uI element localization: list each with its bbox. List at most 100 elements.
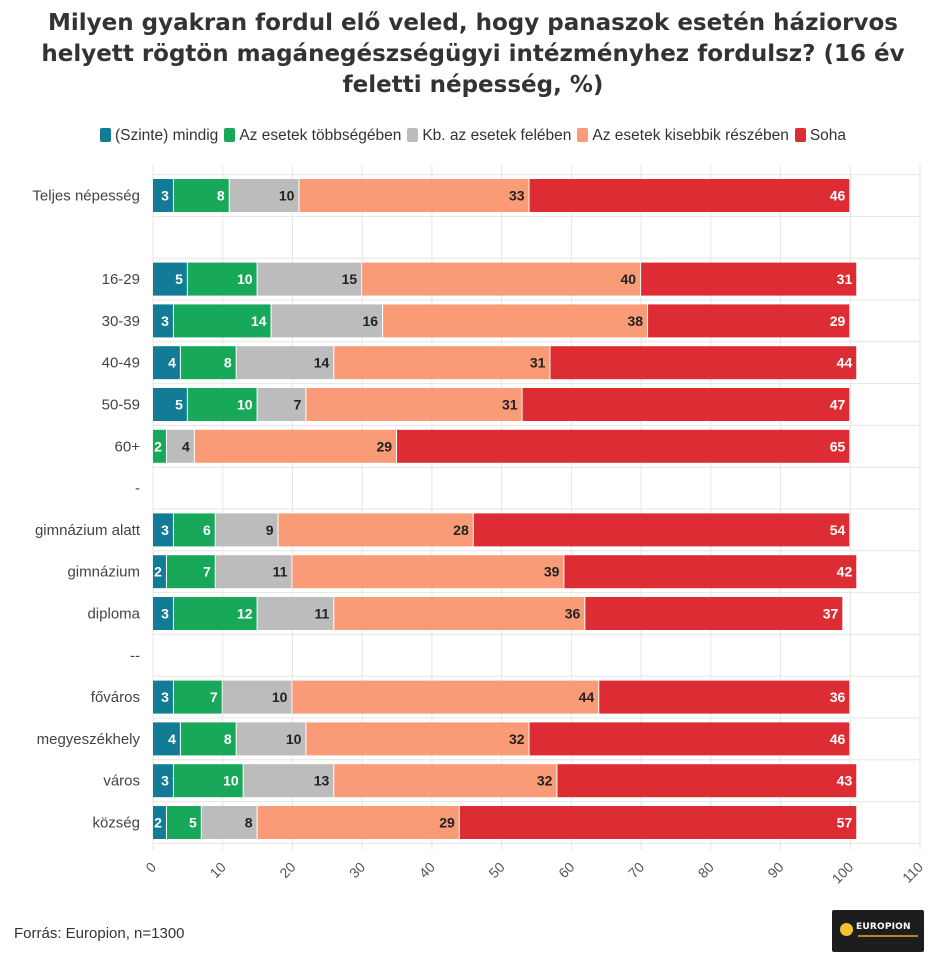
x-tick-label: 100 [829,859,857,887]
bar-segment [236,346,334,380]
bar-segment [187,388,257,421]
category-label: Teljes népesség [32,188,140,205]
category-label: község [92,815,140,832]
data-label: 3 [161,773,169,789]
data-label: 11 [314,606,329,622]
data-label: 7 [210,689,218,705]
bar-segment [180,722,236,756]
bar-segment [292,680,599,714]
x-tick-label: 0 [142,859,159,876]
data-label: 14 [314,355,330,371]
bar-segment [153,806,166,839]
legend-label: (Szinte) mindig [114,127,219,144]
data-label: 11 [273,564,288,580]
legend-swatch [224,128,236,142]
bar-segment [257,806,459,839]
bar-segment [383,304,648,338]
data-label: 44 [579,689,595,705]
x-tick-label: 80 [695,859,717,881]
bar-segment [173,764,243,798]
data-label: 2 [154,815,162,831]
category-label: főváros [91,689,140,706]
bar-segment [306,722,529,756]
category-label: 30-39 [102,313,140,330]
data-label: 29 [830,313,846,329]
bar-segment [194,429,397,463]
data-label: 10 [272,689,288,705]
x-tick-label: 60 [555,859,577,881]
legend: (Szinte) mindig Az esetek többségében Kb. … [0,127,946,145]
data-label: 39 [544,564,560,580]
data-label: 46 [830,731,846,747]
bar-segment [153,722,180,756]
bar-segment [334,597,585,630]
bar-segment [299,179,529,212]
bar-segment [564,555,857,589]
bar-segment [236,722,306,756]
bar-segment [292,555,564,589]
data-label: 3 [161,606,169,622]
category-label: diploma [87,606,140,623]
bar-segment [166,806,201,839]
data-label: 36 [565,606,581,622]
category-label: gimnázium [67,564,140,581]
bar-segment [166,429,194,463]
data-label: 4 [168,731,176,747]
bar-segment [648,304,850,338]
data-label: 44 [837,355,853,371]
legend-item: (Szinte) mindig [99,127,219,145]
legend-swatch [794,128,806,142]
bar-segment [153,597,173,630]
bar-segment [557,764,857,798]
bar-segment [153,513,173,547]
bar-segment [362,262,641,296]
bar-segment [459,806,857,839]
data-label: 43 [837,773,853,789]
bar-segment [271,304,383,338]
data-label: 3 [161,689,169,705]
bar-segment [153,388,187,421]
data-label: 8 [217,188,225,204]
data-label: 2 [154,564,162,580]
bar-segment [529,179,850,212]
legend-swatch [407,128,419,142]
legend-item: Kb. az esetek felében [407,127,571,145]
data-label: 31 [837,271,853,287]
bar-segment [173,597,257,630]
data-label: 8 [224,731,232,747]
data-label: 8 [245,815,253,831]
chart-title: Milyen gyakran fordul elő veled, hogy pa… [41,10,905,98]
bar-segment [229,179,299,212]
bar-segment [585,597,843,630]
data-label: 42 [837,564,853,580]
legend-item: Az esetek többségében [224,127,401,145]
bar-segment [173,304,271,338]
bar-segment [166,555,215,589]
bar-segment [153,262,187,296]
bar-segment [173,680,222,714]
x-tick-label: 20 [276,859,298,881]
legend-item: Soha [794,127,846,145]
legend-label: Kb. az esetek felében [422,127,572,144]
legend-label: Az esetek kisebbik részében [592,127,789,144]
category-label: gimnázium alatt [35,522,141,539]
bar-segment [153,304,173,338]
data-label: 29 [376,438,392,454]
category-label: - [135,480,140,497]
data-label: 10 [286,731,302,747]
bar-segment [153,680,173,714]
data-label: 3 [161,313,169,329]
bar-segment [153,429,166,463]
category-label: megyeszékhely [37,731,141,748]
category-label: város [103,773,140,790]
data-label: 4 [182,438,190,454]
bar-segment [522,388,850,421]
data-label: 3 [161,522,169,538]
data-label: 31 [502,397,518,413]
data-label: 57 [837,815,853,831]
data-label: 10 [223,773,239,789]
bar-segment [334,764,557,798]
legend-swatch [577,128,589,142]
data-label: 5 [175,397,183,413]
bar-segment [173,179,229,212]
